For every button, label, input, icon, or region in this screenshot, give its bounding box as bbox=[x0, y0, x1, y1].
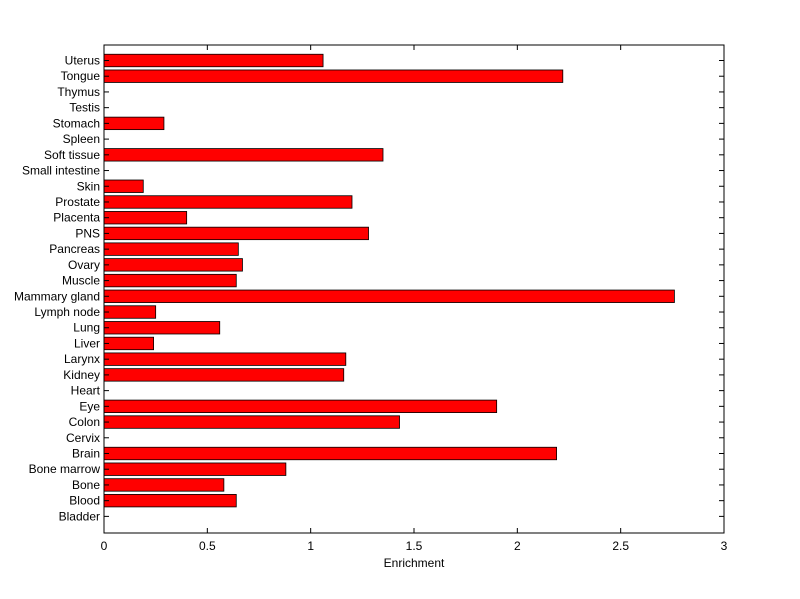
y-tick-label: Bone bbox=[72, 478, 100, 492]
bar-blood bbox=[103, 494, 237, 508]
y-tick-label: Bladder bbox=[59, 509, 100, 523]
y-tick-label: Larynx bbox=[64, 352, 100, 366]
bar-mammary-gland bbox=[103, 289, 675, 303]
y-tick-label: Thymus bbox=[57, 85, 100, 99]
bar-pancreas bbox=[103, 242, 239, 256]
x-tick-label: 1 bbox=[307, 539, 314, 553]
bar-liver bbox=[103, 336, 154, 351]
y-tick-label: Pancreas bbox=[49, 242, 100, 256]
x-tick-label: 1.5 bbox=[406, 539, 423, 553]
y-tick-label: Soft tissue bbox=[44, 148, 100, 162]
y-tick-label: Mammary gland bbox=[14, 289, 100, 303]
bar-bone-marrow bbox=[103, 462, 287, 476]
y-tick-label: Bone marrow bbox=[29, 462, 101, 476]
y-tick-label: Uterus bbox=[65, 54, 100, 68]
y-tick-label: Ovary bbox=[68, 258, 100, 272]
y-tick-label: Eye bbox=[79, 399, 100, 413]
y-tick-label: Lung bbox=[73, 321, 100, 335]
y-tick-label: Skin bbox=[77, 179, 100, 193]
y-tick-label: Tongue bbox=[61, 69, 101, 83]
y-tick-label: Colon bbox=[69, 415, 100, 429]
y-tick-label: Spleen bbox=[63, 132, 100, 146]
bar-soft-tissue bbox=[103, 148, 384, 162]
bar-prostate bbox=[103, 195, 353, 209]
y-tick-label: Muscle bbox=[62, 274, 100, 288]
y-tick-label: Placenta bbox=[53, 211, 100, 225]
bar-kidney bbox=[103, 368, 345, 382]
bar-skin bbox=[103, 179, 144, 193]
y-tick-label: Small intestine bbox=[22, 164, 100, 178]
x-tick-label: 0 bbox=[101, 539, 108, 553]
y-tick-label: Lymph node bbox=[34, 305, 100, 319]
bar-lung bbox=[103, 321, 221, 335]
y-tick-label: Brain bbox=[72, 447, 100, 461]
bar-bone bbox=[103, 478, 225, 492]
bar-colon bbox=[103, 415, 400, 429]
bar-muscle bbox=[103, 273, 237, 288]
plot-frame bbox=[103, 44, 725, 534]
bar-brain bbox=[103, 446, 558, 461]
x-tick-label: 0.5 bbox=[199, 539, 216, 553]
bar-larynx bbox=[103, 352, 347, 366]
y-tick-label: Cervix bbox=[66, 431, 100, 445]
bar-ovary bbox=[103, 258, 243, 272]
bar-tongue bbox=[103, 69, 564, 83]
y-tick-label: Stomach bbox=[53, 116, 100, 130]
y-tick-label: Testis bbox=[69, 101, 100, 115]
ticks-group bbox=[103, 45, 725, 533]
y-tick-label: PNS bbox=[75, 226, 100, 240]
bar-placenta bbox=[103, 211, 188, 225]
bar-stomach bbox=[103, 116, 165, 131]
x-axis-label: Enrichment bbox=[384, 556, 445, 570]
y-tick-label: Prostate bbox=[55, 195, 100, 209]
bar-eye bbox=[103, 399, 498, 413]
x-tick-label: 3 bbox=[721, 539, 728, 553]
bar-lymph-node bbox=[103, 305, 157, 319]
x-tick-label: 2.5 bbox=[612, 539, 629, 553]
y-tick-label: Heart bbox=[71, 384, 101, 398]
x-tick-label: 2 bbox=[514, 539, 521, 553]
y-tick-label: Blood bbox=[69, 494, 100, 508]
y-tick-label: Kidney bbox=[63, 368, 100, 382]
bar-uterus bbox=[103, 53, 324, 68]
bar-pns bbox=[103, 226, 369, 241]
y-tick-label: Liver bbox=[74, 336, 100, 350]
